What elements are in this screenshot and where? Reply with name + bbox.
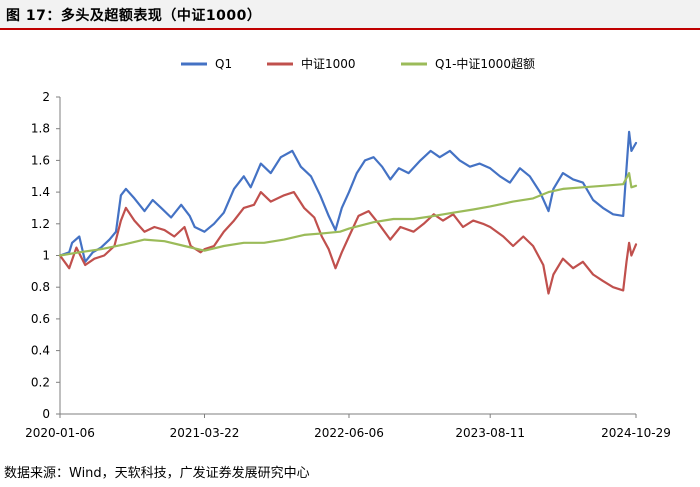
y-tick-label: 1.8: [31, 122, 50, 136]
figure-title: 图 17：多头及超额表现（中证1000）: [6, 8, 262, 24]
data-source-note: 数据来源：Wind，天软科技，广发证券发展研究中心: [4, 466, 310, 481]
y-tick-label: 0.6: [31, 312, 50, 326]
legend-label-2: 中证1000: [301, 56, 356, 71]
y-tick-label: 0.4: [31, 344, 50, 358]
series-line-3: [58, 172, 638, 257]
chart-series: [58, 130, 638, 295]
chart-legend: Q1 中证1000 Q1-中证1000超额: [181, 56, 535, 71]
x-tick-label: 2023-08-11: [455, 426, 525, 440]
series-line-2: [58, 191, 638, 295]
title-bar: 图 17：多头及超额表现（中证1000）: [0, 0, 700, 30]
y-tick-label: 0.8: [31, 280, 50, 294]
x-tick-label: 2021-03-22: [170, 426, 240, 440]
x-tick-label: 2020-01-06: [25, 426, 95, 440]
x-tick-label: 2024-10-29: [601, 426, 671, 440]
y-tick-label: 1.6: [31, 153, 50, 167]
x-tick-label: 2022-06-06: [314, 426, 384, 440]
y-tick-label: 2: [42, 90, 50, 104]
y-tick-label: 1.4: [31, 185, 50, 199]
series-line-1: [58, 130, 638, 263]
y-tick-label: 0.2: [31, 375, 50, 389]
chart-axes: 0 0.2 0.4 0.6 0.8 1 1.2 1.4 1.6 1.8 2 2020-01-06 202…: [25, 90, 671, 440]
legend-label-3: Q1-中证1000超额: [435, 56, 535, 71]
y-tick-label: 1: [42, 249, 50, 263]
legend-label-1: Q1: [215, 57, 232, 71]
y-tick-label: 0: [42, 407, 50, 421]
y-tick-label: 1.2: [31, 217, 50, 231]
